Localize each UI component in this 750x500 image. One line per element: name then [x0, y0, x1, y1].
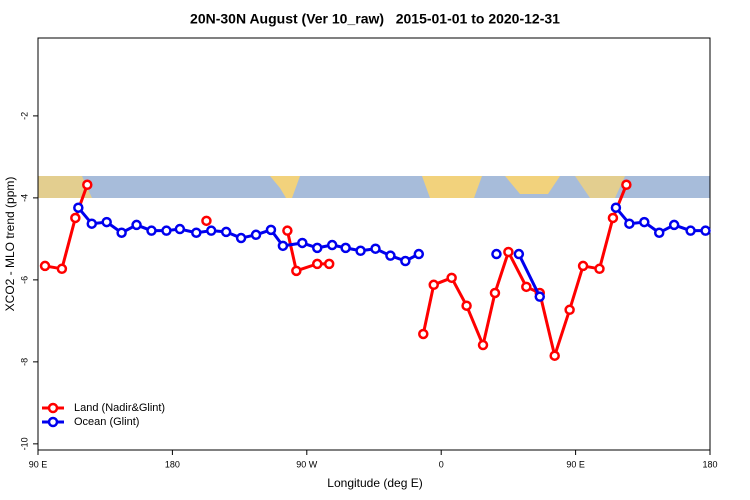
- point: [653, 227, 665, 238]
- point: [639, 216, 650, 228]
- point: [685, 225, 696, 236]
- point: [265, 224, 277, 236]
- y-tick-label: -8: [19, 358, 29, 366]
- legend-marker: [47, 416, 59, 428]
- point: [446, 272, 457, 284]
- point: [700, 225, 711, 236]
- legend-label: Land (Nadir&Glint): [74, 402, 165, 414]
- point: [82, 179, 93, 191]
- point: [477, 339, 489, 351]
- point: [326, 239, 338, 251]
- point: [70, 212, 81, 224]
- y-axis-label: XCO2 - MLO trend (ppm): [3, 177, 17, 312]
- point: [418, 328, 429, 340]
- y-tick-label: -4: [19, 194, 29, 202]
- point: [355, 245, 366, 257]
- point: [400, 255, 411, 267]
- point: [191, 227, 202, 238]
- point: [521, 281, 532, 293]
- point: [340, 242, 351, 254]
- point: [668, 219, 680, 231]
- x-tick-label: 90 E: [566, 459, 585, 469]
- point: [413, 248, 425, 260]
- point: [461, 300, 472, 311]
- point: [56, 263, 68, 275]
- point: [428, 279, 439, 291]
- x-tick-label: 180: [702, 459, 717, 469]
- y-tick-label: -2: [19, 112, 29, 120]
- chart-title: 20N-30N August (Ver 10_raw) 2015-01-01 t…: [190, 11, 560, 27]
- point: [489, 287, 501, 299]
- point: [549, 350, 560, 361]
- point: [291, 265, 302, 277]
- point: [385, 250, 396, 261]
- point: [312, 258, 323, 270]
- point: [201, 215, 212, 227]
- point: [220, 226, 232, 238]
- x-axis-label: Longitude (deg E): [327, 476, 422, 490]
- x-tick-label: 90 E: [29, 459, 48, 469]
- point: [577, 260, 589, 272]
- y-tick-label: -10: [19, 437, 29, 450]
- point: [282, 225, 293, 236]
- point: [297, 237, 308, 249]
- plot-frame: [37, 37, 711, 451]
- point: [323, 258, 335, 270]
- point: [174, 223, 186, 235]
- y-tick-label: -6: [19, 276, 29, 284]
- x-tick-label: 0: [439, 459, 444, 469]
- legend-marker: [47, 402, 59, 414]
- point: [73, 202, 84, 213]
- x-tick-label: 90 W: [296, 459, 318, 469]
- point: [503, 246, 514, 258]
- point: [312, 242, 323, 254]
- point: [607, 212, 619, 224]
- point: [161, 225, 172, 236]
- x-tick-label: 180: [165, 459, 180, 469]
- point: [621, 179, 632, 191]
- series-line: [44, 184, 628, 358]
- point: [146, 225, 157, 236]
- point: [534, 291, 546, 302]
- point: [39, 260, 51, 272]
- point: [101, 216, 112, 228]
- point: [370, 243, 381, 254]
- point: [513, 248, 525, 260]
- point: [235, 232, 247, 244]
- point: [594, 263, 605, 275]
- point: [86, 218, 98, 229]
- point: [277, 240, 289, 252]
- point: [116, 227, 127, 238]
- point: [131, 219, 142, 231]
- legend-label: Ocean (Glint): [74, 416, 139, 428]
- point: [491, 248, 502, 260]
- point: [624, 218, 635, 229]
- point: [564, 304, 575, 316]
- point: [205, 225, 217, 236]
- point: [610, 202, 622, 213]
- map-band: [38, 176, 710, 198]
- point: [250, 229, 262, 241]
